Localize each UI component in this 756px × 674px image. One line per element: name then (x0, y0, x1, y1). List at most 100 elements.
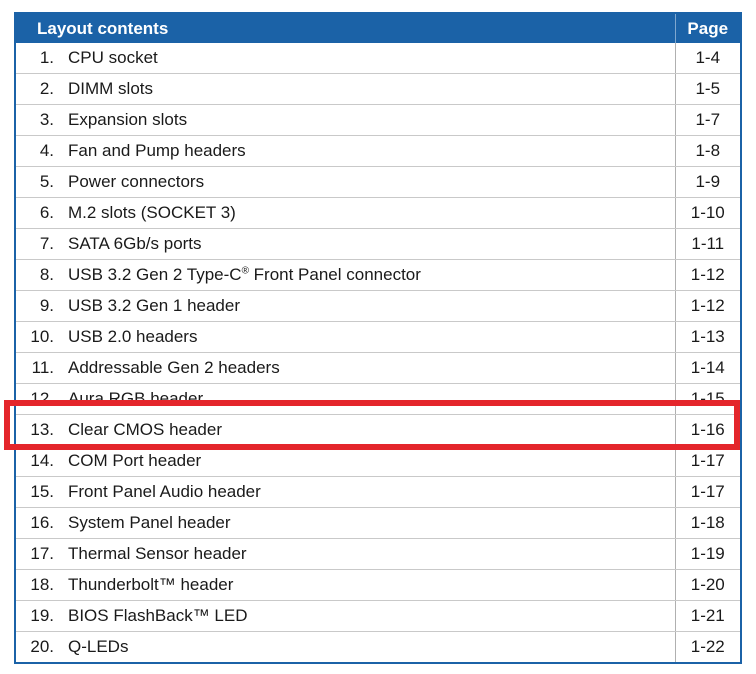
content-cell: 6. M.2 slots (SOCKET 3) (15, 197, 676, 229)
page-cell: 1-22 (690, 637, 725, 656)
page-cell: 1-12 (675, 259, 741, 291)
table-row: 8. USB 3.2 Gen 2 Type-C® Front Panel conn… (15, 259, 741, 291)
content-cell: 13. Clear CMOS header (15, 414, 676, 446)
item-number: 3. (39, 110, 54, 129)
page-cell: 1-5 (675, 73, 741, 105)
item-label: USB 2.0 headers (68, 327, 198, 346)
table-row: 17. Thermal Sensor header 1-19 (15, 538, 741, 570)
page-cell: 1-18 (675, 507, 741, 539)
content-cell: 17. Thermal Sensor header (15, 538, 676, 570)
table-body: 1. CPU socket 1-4 2. DIMM slots 1-5 3. Expansio… (15, 43, 741, 663)
item-number: 10. (30, 327, 54, 346)
item-label: DIMM slots (68, 79, 153, 98)
item-number: 2. (39, 79, 54, 98)
page-cell: 1-17 (675, 445, 741, 477)
table-row: 10. USB 2.0 headers 1-13 (15, 321, 741, 353)
item-label: Addressable Gen 2 headers (68, 358, 280, 377)
item-label: Thermal Sensor header (68, 544, 247, 563)
item-number: 13. (30, 420, 54, 439)
item-label: Expansion slots (68, 110, 188, 129)
content-cell: 14. COM Port header (15, 445, 676, 477)
table-row: 2. DIMM slots 1-5 (15, 73, 741, 105)
content-cell: 7. SATA 6Gb/s ports (15, 228, 676, 260)
table-row: 13. Clear CMOS header 1-16 (15, 414, 741, 446)
page-cell: 1-19 (675, 538, 741, 570)
table-row: 20. Q-LEDs 1-22 (15, 631, 741, 663)
content-cell: 4. Fan and Pump headers (15, 135, 676, 167)
item-number: 5. (39, 172, 54, 191)
content-cell: 20. Q-LEDs (15, 631, 676, 663)
item-number: 16. (30, 513, 54, 532)
table-row: 9. USB 3.2 Gen 1 header 1-12 (15, 290, 741, 322)
item-label: Clear CMOS header (68, 420, 223, 439)
content-cell: 12. Aura RGB header (15, 383, 676, 415)
item-number: 19. (30, 606, 54, 625)
item-label: Q-LEDs (68, 637, 129, 656)
item-number: 9. (39, 296, 54, 315)
page-cell: 1-11 (675, 228, 741, 260)
table-row: 18. Thunderbolt™ header 1-20 (15, 569, 741, 601)
table-row: 3. Expansion slots 1-7 (15, 104, 741, 136)
content-cell: 8. USB 3.2 Gen 2 Type-C® Front Panel conn… (15, 259, 676, 291)
table-row: 19. BIOS FlashBack™ LED 1-21 (15, 600, 741, 632)
item-number: 15. (30, 482, 54, 501)
content-cell: 9. USB 3.2 Gen 1 header (15, 290, 676, 322)
item-number: 17. (30, 544, 54, 563)
table-row: 6. M.2 slots (SOCKET 3) 1-10 (15, 197, 741, 229)
content-cell: 1. CPU socket (15, 43, 676, 74)
page-cell: 1-13 (675, 321, 741, 353)
item-label: SATA 6Gb/s ports (68, 234, 202, 253)
table-header-row: Layout contents Page (15, 13, 741, 43)
item-label: USB 3.2 Gen 2 Type-C (68, 265, 242, 284)
page-cell: 1-14 (675, 352, 741, 384)
item-number: 7. (39, 234, 54, 253)
item-label: BIOS FlashBack™ LED (68, 606, 248, 625)
content-cell: 15. Front Panel Audio header (15, 476, 676, 508)
page-cell: 1-4 (675, 43, 741, 74)
page-cell: 1-10 (675, 197, 741, 229)
item-label: Front Panel Audio header (68, 482, 261, 501)
table-row: 5. Power connectors 1-9 (15, 166, 741, 198)
page-cell: 1-12 (675, 290, 741, 322)
table-row: 15. Front Panel Audio header 1-17 (15, 476, 741, 508)
item-label: Fan and Pump headers (68, 141, 246, 160)
page-cell: 1-7 (675, 104, 741, 136)
item-number: 18. (30, 575, 54, 594)
item-number: 14. (30, 451, 54, 470)
item-label: USB 3.2 Gen 1 header (68, 296, 241, 315)
header-page: Page (675, 13, 741, 43)
item-label: Thunderbolt™ header (68, 575, 234, 594)
content-cell: 2. DIMM slots (15, 73, 676, 105)
item-label: COM Port header (68, 451, 202, 470)
page-cell: 1-16 (675, 414, 741, 446)
table-row: 16. System Panel header 1-18 (15, 507, 741, 539)
item-number: 20. (30, 637, 54, 656)
content-cell: 10. USB 2.0 headers (15, 321, 676, 353)
content-cell: 11. Addressable Gen 2 headers (15, 352, 676, 384)
page-cell: 1-9 (675, 166, 741, 198)
table-row: 12. Aura RGB header 1-15 (15, 383, 741, 415)
content-cell: 19. BIOS FlashBack™ LED (15, 600, 676, 632)
item-number: 4. (39, 141, 54, 160)
item-label: M.2 slots (SOCKET 3) (68, 203, 236, 222)
item-number: 1. (39, 48, 54, 67)
item-label: Aura RGB header (68, 389, 204, 408)
page-cell: 1-8 (675, 135, 741, 167)
page-cell: 1-17 (675, 476, 741, 508)
item-label-suffix: Front Panel connector (248, 265, 421, 284)
table-row: 1. CPU socket 1-4 (15, 43, 741, 74)
content-cell: 5. Power connectors (15, 166, 676, 198)
item-number: 12. (30, 389, 54, 408)
table-row: 11. Addressable Gen 2 headers 1-14 (15, 352, 741, 384)
table-row: 4. Fan and Pump headers 1-8 (15, 135, 741, 167)
table-row: 14. COM Port header 1-17 (15, 445, 741, 477)
page-cell: 1-20 (675, 569, 741, 601)
content-cell: 18. Thunderbolt™ header (15, 569, 676, 601)
item-label: Power connectors (68, 172, 205, 191)
content-cell: 16. System Panel header (15, 507, 676, 539)
registered-mark: ® (241, 265, 249, 277)
item-number: 8. (39, 265, 54, 284)
page-cell: 1-15 (675, 383, 741, 415)
header-layout-contents: Layout contents (15, 13, 676, 43)
item-label: System Panel header (68, 513, 231, 532)
